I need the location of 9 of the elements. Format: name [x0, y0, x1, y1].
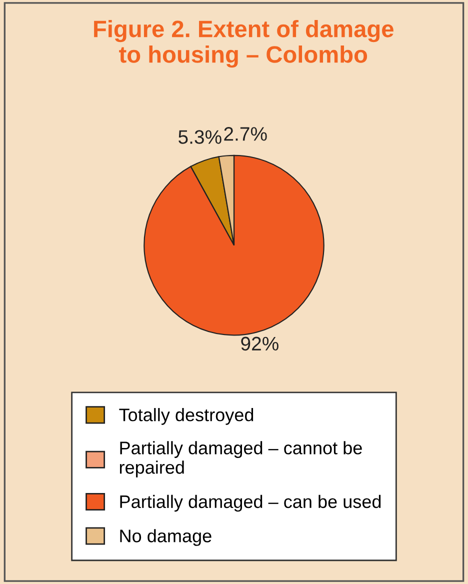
legend-label: No damage: [120, 529, 212, 546]
pie-slice: [144, 154, 324, 336]
legend-label: Partially damaged – can be used: [120, 494, 381, 512]
legend-label: Totally destroyed: [119, 408, 254, 425]
data-label: 92%: [241, 336, 278, 351]
data-label: 5.3%: [178, 130, 222, 144]
data-label: 2.7%: [224, 127, 267, 141]
chart-title: Figure 2. Extent of damage to housing – Colombo: [94, 20, 394, 68]
legend-label: Partially damaged – cannot be repaired: [120, 441, 362, 478]
